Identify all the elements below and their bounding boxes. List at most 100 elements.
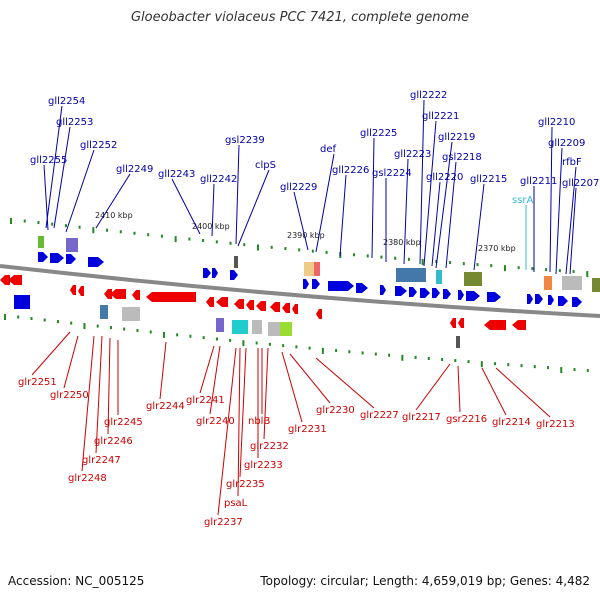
forward-leader-line bbox=[95, 173, 131, 229]
upper-tick-mark bbox=[202, 238, 205, 242]
reverse-gene-label: glr2237 bbox=[204, 517, 243, 528]
lower-tick-mark bbox=[533, 365, 536, 369]
lower-tick-mark bbox=[348, 350, 351, 354]
feature-box bbox=[252, 320, 262, 334]
reverse-gene-arrow bbox=[316, 309, 322, 319]
feature-box bbox=[234, 256, 238, 268]
reverse-leader-line bbox=[481, 367, 507, 416]
lower-tick-mark bbox=[547, 366, 550, 370]
reverse-gene-arrow bbox=[206, 297, 214, 307]
forward-gene-arrow bbox=[356, 283, 368, 293]
forward-gene-label: gll2223 bbox=[394, 149, 431, 160]
upper-tick-mark bbox=[476, 263, 479, 267]
forward-gene-label: gll2219 bbox=[438, 132, 475, 143]
forward-leader-line bbox=[419, 99, 425, 265]
forward-gene-arrow bbox=[558, 296, 568, 306]
lower-tick-mark bbox=[295, 345, 298, 349]
reverse-leader-line bbox=[31, 331, 71, 376]
forward-gene-arrow bbox=[303, 279, 309, 289]
reverse-gene-label: glr2240 bbox=[196, 416, 235, 427]
forward-gene-label: gll2207 bbox=[562, 178, 599, 189]
reverse-leader-line bbox=[415, 363, 451, 411]
lower-tick-mark bbox=[56, 320, 59, 324]
forward-gene-arrow bbox=[203, 268, 211, 278]
upper-tick-mark bbox=[229, 241, 232, 245]
forward-gene-label: gll2229 bbox=[280, 182, 317, 193]
feature-box bbox=[544, 276, 552, 290]
feature-box bbox=[304, 262, 314, 276]
lower-tick-mark bbox=[215, 337, 218, 341]
forward-gene-arrow bbox=[466, 291, 480, 301]
upper-tick-mark bbox=[394, 256, 397, 260]
reverse-gene-arrow bbox=[104, 289, 112, 299]
lower-tick-mark bbox=[507, 363, 510, 367]
forward-gene-arrow bbox=[380, 285, 386, 295]
reverse-gene-arrow bbox=[146, 292, 196, 302]
forward-gene-label: gsl2224 bbox=[372, 168, 412, 179]
upper-tick-mark bbox=[284, 247, 287, 251]
reverse-gene-label: glr2251 bbox=[18, 377, 57, 388]
upper-tick-mark bbox=[51, 222, 54, 226]
feature-box bbox=[592, 278, 600, 292]
forward-leader-line bbox=[423, 120, 437, 267]
feature-box bbox=[456, 336, 460, 348]
lower-tick-mark bbox=[308, 346, 311, 350]
forward-gene-arrow bbox=[50, 253, 64, 263]
reverse-gene-arrow bbox=[132, 290, 140, 300]
forward-gene-arrow bbox=[487, 292, 501, 302]
upper-tick-mark bbox=[366, 254, 369, 258]
forward-leader-line bbox=[445, 161, 457, 269]
upper-tick-mark bbox=[64, 224, 67, 228]
reverse-gene-block bbox=[14, 295, 30, 309]
lower-tick-mark bbox=[454, 359, 457, 363]
forward-leader-line bbox=[555, 147, 563, 275]
reverse-leader-line bbox=[209, 345, 221, 415]
upper-tick-mark bbox=[10, 218, 12, 224]
lower-tick-mark bbox=[494, 362, 497, 366]
feature-box bbox=[464, 272, 482, 286]
forward-gene-label: gll2221 bbox=[422, 111, 459, 122]
lower-tick-mark bbox=[480, 361, 483, 368]
forward-leader-line bbox=[549, 126, 553, 273]
feature-box bbox=[280, 322, 292, 336]
forward-leader-line bbox=[293, 191, 309, 251]
forward-gene-label: gll2210 bbox=[538, 117, 575, 128]
forward-leader-line bbox=[43, 164, 49, 231]
reverse-gene-label: nblB bbox=[248, 416, 270, 427]
feature-box bbox=[100, 305, 108, 319]
forward-gene-arrow bbox=[420, 288, 430, 298]
forward-gene-arrow bbox=[432, 288, 440, 298]
scale-label: 2390 kbp bbox=[287, 231, 325, 240]
lower-tick-mark bbox=[335, 349, 338, 353]
reverse-gene-label: glr2231 bbox=[288, 424, 327, 435]
reverse-gene-arrow bbox=[246, 300, 254, 310]
reverse-leader-line bbox=[457, 365, 461, 413]
upper-tick-mark bbox=[531, 267, 534, 271]
upper-tick-mark bbox=[490, 264, 493, 268]
upper-tick-mark bbox=[503, 265, 506, 272]
reverse-gene-label: glr2214 bbox=[492, 417, 531, 428]
lower-tick-mark bbox=[388, 353, 391, 357]
lower-tick-mark bbox=[361, 351, 364, 355]
upper-tick-mark bbox=[558, 269, 561, 273]
reverse-leader-line bbox=[217, 347, 237, 516]
reverse-leader-line bbox=[289, 353, 331, 404]
reverse-gene-arrow bbox=[78, 286, 84, 296]
upper-tick-mark bbox=[298, 248, 301, 252]
reverse-gene-arrow bbox=[234, 299, 244, 309]
reverse-gene-arrow bbox=[458, 318, 464, 328]
upper-tick-mark bbox=[23, 219, 26, 223]
upper-tick-mark bbox=[106, 228, 109, 232]
forward-gene-arrow bbox=[312, 279, 320, 289]
forward-gene-label: clpS bbox=[255, 160, 276, 171]
scale-label: 2400 kbp bbox=[192, 222, 230, 231]
lower-tick-mark bbox=[441, 358, 444, 362]
lower-tick-mark bbox=[43, 318, 46, 322]
forward-gene-label: gll2220 bbox=[426, 172, 463, 183]
reverse-leader-line bbox=[263, 347, 269, 440]
forward-gene-arrow bbox=[212, 268, 218, 278]
scale-label: 2380 kbp bbox=[383, 238, 421, 247]
reverse-gene-label: glr2248 bbox=[68, 473, 107, 484]
forward-gene-label: gsl2239 bbox=[225, 135, 265, 146]
